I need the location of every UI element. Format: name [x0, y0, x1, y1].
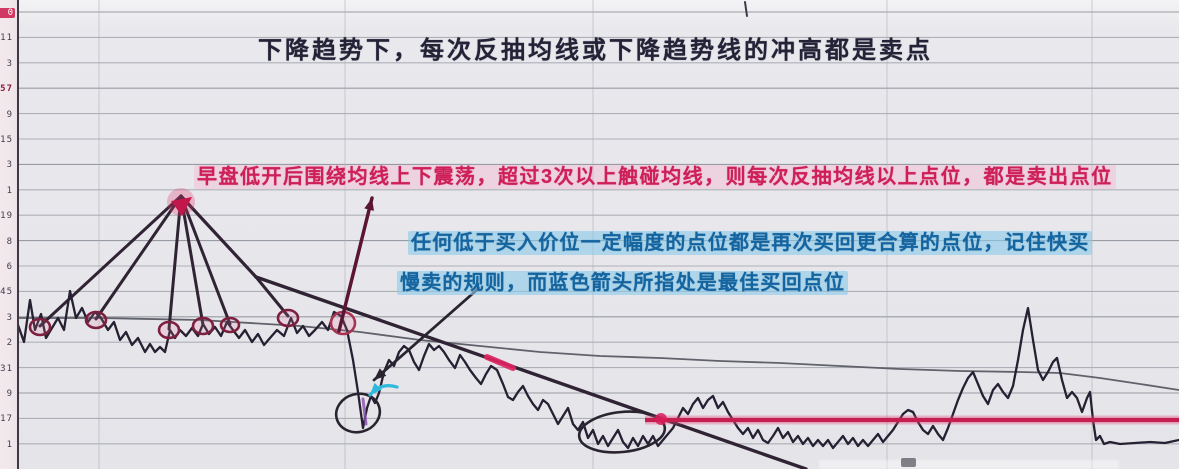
moving-average-line: [18, 317, 1179, 391]
sell-rule-annotation: 早盘低开后围绕均线上下震荡，超过3次以上触碰均线，则每次反抽均线以上点位，都是卖…: [194, 160, 1116, 189]
sell-point-circle: [219, 316, 241, 334]
junction-to-circle: [254, 275, 290, 318]
buyback-rule-text-line2: 慢卖的规则，而蓝色箭头所指处是最佳买回点位: [397, 271, 849, 295]
fan-apex-to-trendline-junction: [179, 194, 258, 279]
arrowhead: [370, 382, 382, 395]
y-axis-label: 1: [6, 185, 13, 196]
descending-trendline: [254, 275, 808, 469]
sell-point-circle: [157, 320, 181, 340]
sell-rule-text: 早盘低开后围绕均线上下震荡，超过3次以上触碰均线，则每次反抽均线以上点位，都是卖…: [194, 165, 1116, 189]
top-tick-mark: [744, 1, 748, 17]
pointer-line-to-buy-zone: [372, 286, 481, 382]
buyback-rule-text-line1: 任何低于买入价位一定幅度的点位都是再次买回更合算的点位，记住快买: [408, 231, 1093, 255]
ink-smudge: [901, 458, 916, 467]
fan-apex-marker: [171, 197, 192, 216]
y-axis-label: 57: [0, 84, 13, 95]
trendline-touch-highlight: [484, 354, 516, 371]
y-axis-label: 2: [6, 338, 13, 349]
buyback-rule-annotation-line1: 任何低于买入价位一定幅度的点位都是再次买回更合算的点位，记住快买: [408, 226, 1093, 255]
fan-line: [38, 194, 183, 328]
y-axis-label: 8: [6, 236, 13, 247]
y-axis-label: 0: [0, 8, 15, 18]
buyback-v-bottom-circle: [334, 392, 382, 434]
y-axis-label: 45: [0, 287, 13, 298]
y-axis-label: 3: [6, 312, 13, 323]
trendline-cross-highlight: [655, 413, 667, 425]
sell-point-circle: [28, 317, 52, 337]
chart-title: 下降趋势下，每次反抽均线或下降趋势线的冲高都是卖点: [258, 38, 933, 64]
fan-line: [167, 194, 183, 331]
sell-point-circle: [191, 316, 215, 336]
buyback-w-bottom-ellipse: [577, 410, 667, 454]
y-axis-label: 15: [0, 135, 13, 145]
arrowhead: [374, 368, 387, 380]
y-axis-label: 11: [0, 33, 13, 44]
up-arrow-to-red-note: [337, 196, 374, 333]
y-axis-label: 9: [6, 389, 13, 399]
price-line: [16, 289, 1179, 450]
y-axis-label: 3: [6, 160, 13, 171]
y-axis-label: 19: [0, 211, 13, 222]
y-axis-label: 17: [0, 414, 13, 425]
buyback-rule-annotation-line2: 慢卖的规则，而蓝色箭头所指处是最佳买回点位: [397, 266, 849, 295]
y-axis-label: 3: [6, 58, 13, 69]
y-axis-label: 6: [6, 262, 13, 272]
sell-point-circle: [84, 310, 108, 330]
arrowhead: [364, 198, 374, 211]
fan-line: [94, 194, 183, 321]
purple-tick: [361, 397, 368, 426]
y-axis-label: 1: [6, 439, 13, 450]
y-axis-strip: 0 11 3 57 9 15 3 1 19 8 6 45 3 2 31 9 17 1: [0, 0, 19, 469]
watermark-ghost: [819, 460, 1119, 469]
fan-line: [179, 194, 205, 327]
sell-point-circle: [276, 308, 300, 328]
y-axis-label: 9: [6, 109, 13, 120]
y-axis-label: 31: [0, 363, 13, 374]
fan-line: [179, 194, 232, 326]
